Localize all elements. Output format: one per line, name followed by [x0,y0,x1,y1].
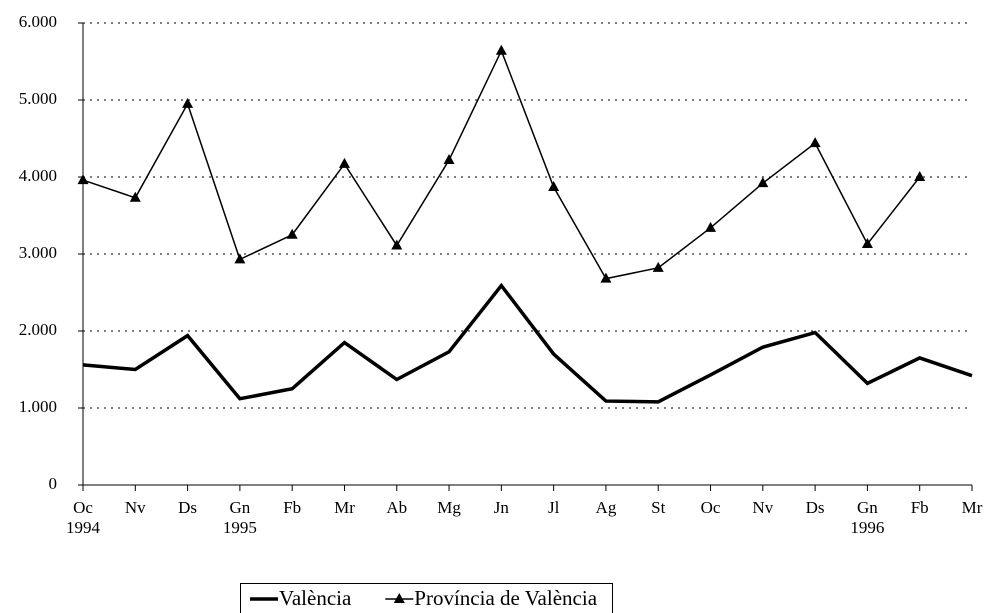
marker [757,177,769,188]
marker [338,157,350,168]
marker [495,44,507,55]
x-tick-label: Gn [857,498,878,517]
y-tick-label: 2.000 [19,320,57,339]
x-tick-label: Mg [437,498,461,517]
x-tick-label: Fb [911,498,929,517]
marker [914,171,926,181]
x-tick-label: Ds [178,498,197,517]
marker [182,97,194,108]
marker [548,181,560,192]
y-tick-label: 0 [49,474,58,493]
x-tick-label: Fb [283,498,301,517]
marker [809,137,821,148]
marker [391,239,403,250]
x-tick-label: Mr [334,498,355,517]
marker [600,272,612,283]
year-label: 1994 [66,518,101,537]
series-line [82,282,973,404]
y-tick-label: 6.000 [19,12,57,31]
marker [861,237,873,248]
marker [234,253,246,264]
year-label: 1995 [223,518,257,537]
marker [77,174,89,185]
legend-box [240,583,613,613]
marker [443,154,455,165]
year-label: 1996 [850,518,884,537]
legend-label: Província de València [414,586,597,610]
x-tick-label: Nv [125,498,146,517]
x-tick-label: Ds [806,498,825,517]
x-tick-label: St [651,498,665,517]
x-tick-label: Mr [962,498,983,517]
series-line [82,48,921,280]
x-tick-label: Oc [701,498,721,517]
x-tick-label: Ab [386,498,407,517]
y-tick-label: 1.000 [19,397,57,416]
x-tick-label: Gn [229,498,250,517]
x-tick-label: Oc [73,498,93,517]
x-tick-label: Jn [494,498,510,517]
y-tick-label: 3.000 [19,243,57,262]
y-tick-label: 5.000 [19,89,57,108]
marker [652,261,664,272]
marker [286,228,298,239]
marker [129,191,141,202]
x-tick-label: Nv [752,498,773,517]
x-tick-label: Ag [596,498,617,517]
marker [705,221,717,232]
x-tick-label: Jl [548,498,560,517]
legend-marker [393,593,405,603]
legend-label: València [279,586,352,610]
y-tick-label: 4.000 [19,166,57,185]
